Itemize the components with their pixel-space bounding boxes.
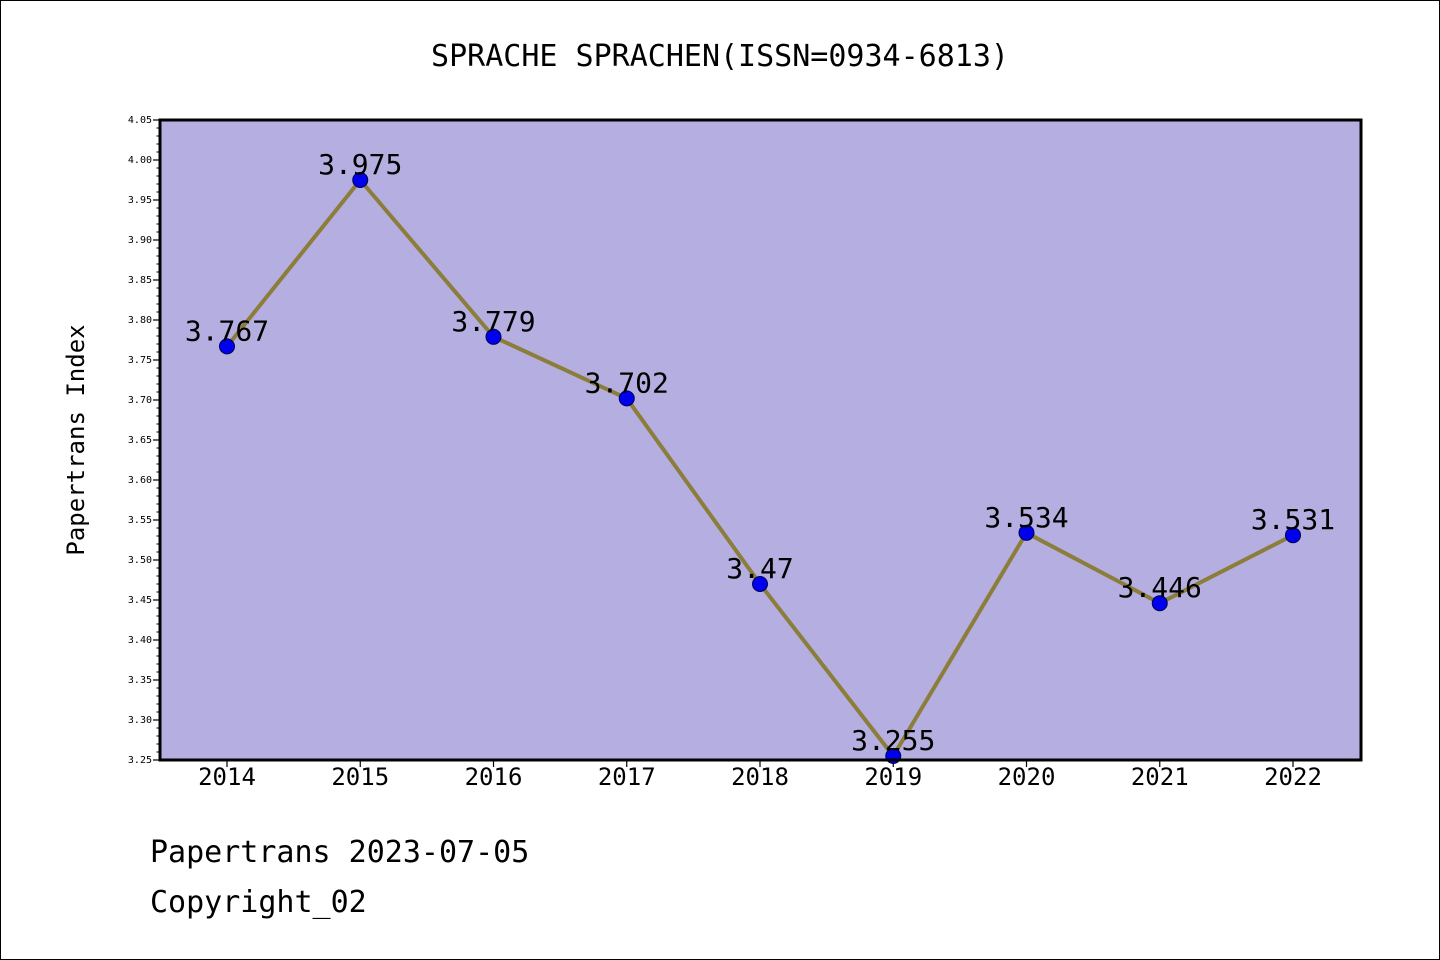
footer-copyright: Copyright_02 (150, 885, 367, 920)
x-tick-label: 2018 (731, 763, 789, 791)
data-point (1018, 524, 1035, 541)
y-tick-label: 3.35 (128, 675, 152, 686)
data-point (352, 172, 369, 188)
y-tick-label: 3.90 (128, 235, 152, 246)
data-label: 3.702 (585, 366, 669, 399)
data-label: 3.534 (984, 501, 1068, 534)
y-tick-label: 3.55 (128, 515, 152, 526)
y-tick-label: 4.00 (128, 155, 152, 166)
data-label: 3.767 (185, 314, 269, 347)
x-tick-label: 2019 (864, 763, 922, 791)
x-tick-label: 2021 (1131, 763, 1189, 791)
data-point (618, 390, 635, 407)
y-tick-label: 3.50 (128, 555, 152, 566)
plot-area: 3.25 3.30 3.35 3.40 3.45 3.50 3.55 3.60 3.65 3.70… (128, 115, 1363, 791)
x-axis-ticks: 2014 2015 2016 2017 2018 2019 2020 2021 2022 (198, 760, 1322, 791)
data-label: 3.446 (1118, 571, 1202, 604)
y-tick-label: 3.40 (128, 635, 152, 646)
x-tick-label: 2017 (598, 763, 656, 791)
y-tick-label: 3.65 (128, 435, 152, 446)
data-label: 3.531 (1251, 503, 1335, 536)
data-label: 3.779 (451, 305, 535, 338)
y-axis-ticks: 3.25 3.30 3.35 3.40 3.45 3.50 3.55 3.60 3.65 3.70… (128, 115, 160, 766)
y-tick-label: 3.30 (128, 715, 152, 726)
footer-date: Papertrans 2023-07-05 (150, 835, 530, 870)
data-label: 3.975 (318, 148, 402, 181)
data-point (752, 576, 768, 592)
data-point (1285, 527, 1301, 544)
chart-title: SPRACHE SPRACHEN(ISSN=0934-6813) (431, 39, 1009, 74)
x-tick-label: 2016 (465, 763, 523, 791)
y-tick-label: 4.05 (128, 115, 152, 126)
plot-background (160, 120, 1361, 760)
data-point (485, 328, 502, 345)
data-point (219, 338, 235, 355)
y-tick-label: 3.85 (128, 275, 152, 286)
data-label: 3.47 (726, 552, 793, 585)
y-tick-label: 3.25 (128, 755, 152, 766)
y-tick-label: 3.45 (128, 595, 152, 606)
data-label: 3.255 (851, 724, 935, 757)
y-axis-label: Papertrans Index (62, 324, 90, 555)
x-tick-label: 2020 (998, 763, 1056, 791)
y-tick-label: 3.75 (128, 355, 152, 366)
x-tick-label: 2022 (1264, 763, 1322, 791)
y-tick-label: 3.80 (128, 315, 152, 326)
y-tick-label: 3.95 (128, 195, 152, 206)
plot-border (158, 118, 1363, 762)
x-tick-label: 2015 (331, 763, 389, 791)
y-tick-label: 3.70 (128, 395, 152, 406)
data-point (1151, 595, 1168, 612)
y-tick-label: 3.60 (128, 475, 152, 486)
x-tick-label: 2014 (198, 763, 256, 791)
